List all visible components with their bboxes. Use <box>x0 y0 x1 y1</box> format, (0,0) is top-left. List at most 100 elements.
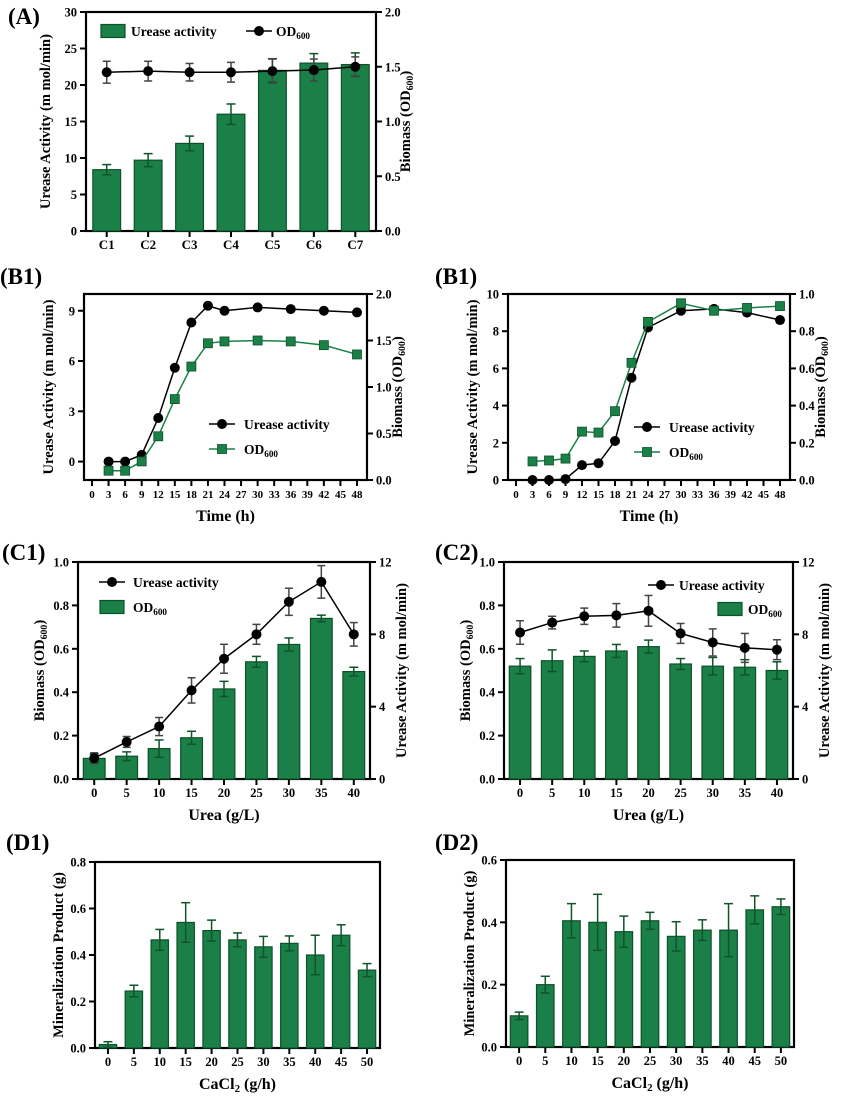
svg-text:Urea (g/L): Urea (g/L) <box>613 807 684 824</box>
svg-text:25: 25 <box>674 786 687 800</box>
svg-text:0.8: 0.8 <box>53 599 69 613</box>
svg-text:50: 50 <box>775 1054 788 1068</box>
svg-text:Biomass (OD600): Biomass (OD600) <box>813 336 831 438</box>
svg-text:0.6: 0.6 <box>799 362 815 376</box>
svg-text:0.5: 0.5 <box>385 170 401 184</box>
svg-text:5: 5 <box>542 1054 548 1068</box>
svg-text:0: 0 <box>89 489 95 501</box>
svg-text:48: 48 <box>352 489 364 501</box>
svg-text:8: 8 <box>493 325 499 339</box>
svg-text:0.2: 0.2 <box>70 995 86 1009</box>
svg-text:8: 8 <box>802 628 808 642</box>
svg-text:Urease activity: Urease activity <box>679 578 765 593</box>
svg-text:Urease activity: Urease activity <box>669 420 755 435</box>
svg-text:1.0: 1.0 <box>53 556 69 570</box>
svg-text:Urease Activity (m mol/min): Urease Activity (m mol/min) <box>817 583 833 758</box>
svg-text:0.0: 0.0 <box>479 773 495 787</box>
svg-text:33: 33 <box>269 489 281 501</box>
panel-c2-chart: 0.0 0.2 0.4 0.6 0.8 1.0 0 4 8 12 0 5 10 15 20 25 30 35 40 B… <box>458 556 833 825</box>
svg-text:Urease Activity (m mol/min): Urease Activity (m mol/min) <box>41 299 57 474</box>
svg-text:9: 9 <box>563 489 569 501</box>
svg-text:25: 25 <box>231 1055 244 1069</box>
svg-text:Time (h): Time (h) <box>196 508 255 525</box>
svg-text:15: 15 <box>610 786 623 800</box>
panel-d2-chart: 0.0 0.2 0.4 0.6 0 5 10 15 20 25 30 35 40 45 50 Minerali… <box>462 854 796 1094</box>
svg-text:30: 30 <box>65 6 78 20</box>
svg-text:0.2: 0.2 <box>479 729 495 743</box>
svg-text:0.6: 0.6 <box>53 642 69 656</box>
svg-text:C2: C2 <box>140 237 156 252</box>
svg-text:4: 4 <box>493 399 500 413</box>
svg-text:35: 35 <box>315 786 328 800</box>
svg-text:Urea (g/L): Urea (g/L) <box>188 807 259 824</box>
svg-text:6: 6 <box>493 362 499 376</box>
panel-d2-label: (D2) <box>435 830 479 855</box>
panel-c1: 0.0 0.2 0.4 0.6 0.8 1.0 0 4 8 12 0 5 10 15 20 25 30 35 40 B… <box>0 538 421 830</box>
svg-text:C7: C7 <box>347 237 363 252</box>
svg-text:24: 24 <box>219 489 231 501</box>
svg-text:Urease activity: Urease activity <box>131 24 217 39</box>
svg-text:1.5: 1.5 <box>385 60 401 74</box>
panel-c1-chart: 0.0 0.2 0.4 0.6 0.8 1.0 0 4 8 12 0 5 10 15 20 25 30 35 40 B… <box>32 556 410 825</box>
svg-text:Time (h): Time (h) <box>620 508 679 525</box>
svg-text:3: 3 <box>530 489 536 501</box>
svg-text:0: 0 <box>513 489 519 501</box>
svg-text:3: 3 <box>69 405 75 419</box>
svg-text:2.0: 2.0 <box>385 6 401 20</box>
svg-text:5: 5 <box>131 1055 137 1069</box>
svg-text:10: 10 <box>154 1055 167 1069</box>
svg-text:10: 10 <box>565 1054 578 1068</box>
svg-text:CaCl2 (g/h): CaCl2 (g/h) <box>612 1075 689 1094</box>
svg-text:1.0: 1.0 <box>385 115 401 129</box>
svg-text:36: 36 <box>285 489 297 501</box>
svg-text:OD600: OD600 <box>748 602 782 619</box>
svg-text:0.4: 0.4 <box>53 686 69 700</box>
svg-text:48: 48 <box>775 489 787 501</box>
svg-text:35: 35 <box>739 786 752 800</box>
svg-text:45: 45 <box>335 489 347 501</box>
svg-text:0.2: 0.2 <box>799 436 815 450</box>
panel-a-chart: 0 5 10 15 20 25 30 0.0 0.5 1.0 1.5 2.0 C1 C2 C3 C4 C5 C6 C… <box>38 6 416 253</box>
svg-text:2.0: 2.0 <box>376 288 392 302</box>
svg-text:0.8: 0.8 <box>479 599 495 613</box>
svg-text:CaCl2 (g/h): CaCl2 (g/h) <box>199 1076 276 1095</box>
svg-text:0.2: 0.2 <box>481 978 497 992</box>
svg-text:5: 5 <box>124 786 130 800</box>
panel-b1: 0 3 6 9 0.0 0.5 1.0 1.5 2.0 0 3 6 9 12 15 18 21 24 27 30 33 3… <box>0 258 421 538</box>
svg-text:35: 35 <box>283 1055 296 1069</box>
svg-text:36: 36 <box>709 489 721 501</box>
svg-text:25: 25 <box>250 786 263 800</box>
svg-text:40: 40 <box>348 786 361 800</box>
svg-text:C6: C6 <box>306 237 322 252</box>
svg-text:Mineralization Product (g): Mineralization Product (g) <box>462 871 478 1037</box>
svg-text:45: 45 <box>335 1055 348 1069</box>
panel-d2: 0.0 0.2 0.4 0.6 0 5 10 15 20 25 30 35 40 45 50 Minerali… <box>421 830 842 1099</box>
svg-text:10: 10 <box>487 288 500 302</box>
svg-text:OD600: OD600 <box>133 600 167 617</box>
svg-text:0.0: 0.0 <box>481 1041 497 1055</box>
svg-text:C3: C3 <box>182 237 198 252</box>
svg-text:5: 5 <box>549 786 555 800</box>
svg-text:9: 9 <box>139 489 145 501</box>
panel-b2: 0 2 4 6 8 10 0.0 0.2 0.4 0.6 0.8 1.0 0 3 6 9 12 15 18 21 24 2… <box>421 258 842 538</box>
svg-text:Urease Activity (m mol/min): Urease Activity (m mol/min) <box>38 34 54 209</box>
svg-text:15: 15 <box>65 115 78 129</box>
svg-text:C5: C5 <box>264 237 280 252</box>
svg-text:OD600: OD600 <box>276 24 310 41</box>
svg-text:15: 15 <box>169 489 181 501</box>
svg-text:6: 6 <box>69 355 75 369</box>
svg-text:0.6: 0.6 <box>70 902 86 916</box>
svg-text:18: 18 <box>186 489 198 501</box>
svg-text:Biomass (OD600): Biomass (OD600) <box>32 620 50 722</box>
svg-text:27: 27 <box>236 489 248 501</box>
svg-text:20: 20 <box>642 786 655 800</box>
svg-text:20: 20 <box>218 786 231 800</box>
svg-text:40: 40 <box>309 1055 322 1069</box>
svg-text:10: 10 <box>153 786 166 800</box>
svg-text:9: 9 <box>69 304 75 318</box>
svg-text:6: 6 <box>546 489 552 501</box>
svg-text:12: 12 <box>379 556 392 570</box>
